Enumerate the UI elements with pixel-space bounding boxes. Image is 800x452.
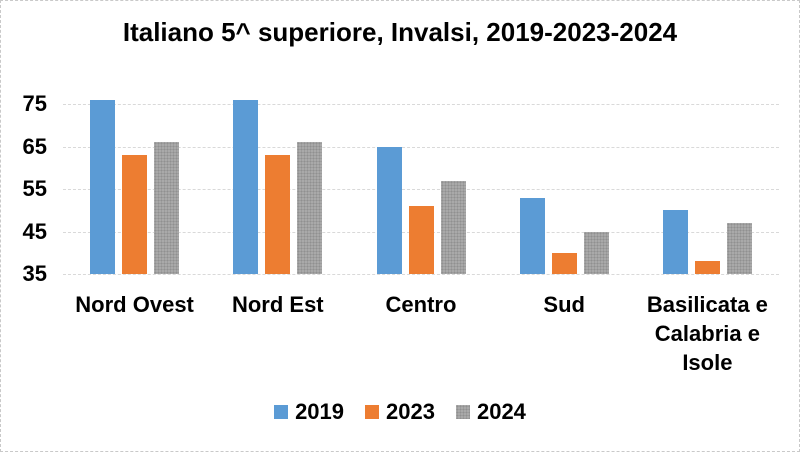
bar-2024-nord-ovest bbox=[154, 142, 180, 274]
legend-label-2023: 2023 bbox=[386, 399, 435, 424]
bar-2023-centro bbox=[408, 206, 434, 274]
gridline bbox=[63, 104, 779, 105]
gridline bbox=[63, 274, 779, 275]
legend: 2019 2023 2024 bbox=[1, 399, 799, 425]
legend-label-2019: 2019 bbox=[295, 399, 345, 424]
bar-2019-centro bbox=[376, 146, 402, 274]
bar-2024-basilicata-e-calabria-e-isole bbox=[726, 223, 752, 274]
bar-2019-basilicata-e-calabria-e-isole bbox=[662, 210, 688, 274]
chart-title: Italiano 5^ superiore, Invalsi, 2019-202… bbox=[122, 17, 678, 47]
legend-label-2024: 2024 bbox=[476, 399, 526, 424]
legend-item-2019: 2019 bbox=[274, 399, 344, 425]
bar-2023-sud bbox=[551, 252, 577, 274]
y-tick-label: 35 bbox=[22, 261, 47, 286]
y-tick-label: 65 bbox=[22, 133, 47, 159]
bar-2023-basilicata-e-calabria-e-isole bbox=[694, 261, 720, 274]
y-tick-label: 45 bbox=[22, 218, 47, 244]
x-category-label-basilicata-e-calabria-e-isole: Basilicata e Calabria e Isole bbox=[646, 292, 768, 375]
gridline bbox=[63, 189, 779, 190]
x-category-label-nord-ovest: Nord Ovest bbox=[75, 292, 194, 317]
legend-item-2024: 2024 bbox=[455, 399, 526, 425]
legend-swatch-2023 bbox=[365, 405, 380, 419]
x-category-label-centro: Centro bbox=[385, 292, 457, 317]
bar-2019-sud bbox=[519, 197, 545, 274]
bar-2019-nord-est bbox=[233, 99, 259, 274]
bar-2024-sud bbox=[583, 231, 609, 274]
legend-swatch-2019 bbox=[274, 405, 289, 419]
y-tick-label: 55 bbox=[22, 176, 47, 201]
x-category-label-sud: Sud bbox=[543, 292, 585, 317]
y-tick-label: 75 bbox=[22, 91, 47, 116]
bar-2024-centro bbox=[440, 180, 466, 274]
bar-2024-nord-est bbox=[297, 142, 323, 274]
bar-2023-nord-ovest bbox=[122, 155, 148, 274]
bar-2023-nord-est bbox=[265, 155, 291, 274]
gridline bbox=[63, 146, 779, 148]
bar-2019-nord-ovest bbox=[90, 99, 116, 274]
legend-swatch-2024 bbox=[455, 405, 470, 419]
legend-item-2023: 2023 bbox=[365, 399, 435, 425]
x-category-label-nord-est: Nord Est bbox=[231, 292, 324, 317]
